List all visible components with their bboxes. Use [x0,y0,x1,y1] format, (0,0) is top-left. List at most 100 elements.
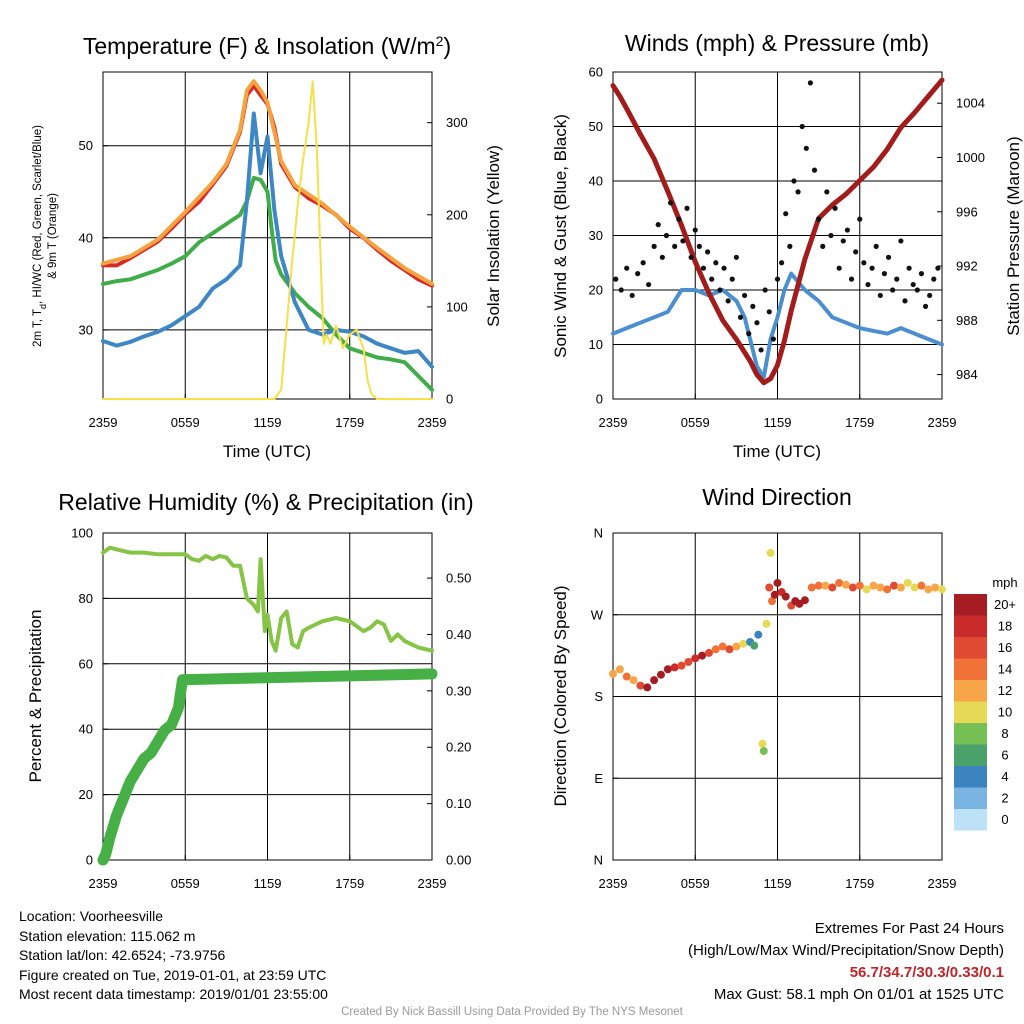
y-tick-label: 20 [79,787,93,802]
gust-point [680,238,686,244]
y-right-tick-label: 0.20 [446,740,471,755]
y-tick-label: 30 [79,322,93,337]
gust-point [651,243,657,249]
solar-insolation-series [102,80,433,400]
direction-point [931,583,940,592]
gust-point [700,265,707,271]
gust-point [659,254,665,260]
temperature-title: Temperature (F) & Insolation (W/m2) [83,33,451,59]
gust-point [725,298,731,304]
direction-point [828,583,837,592]
y-tick-label: 0 [86,853,93,868]
y-tick-label: 10 [589,337,603,352]
colorbar-swatch [954,701,987,723]
y-tick-label: S [594,689,603,704]
station-info: Location: Voorheesville Station elevatio… [19,907,328,1005]
gust-point [733,254,739,260]
temperature-panel: Temperature (F) & Insolation (W/m2) 2359… [32,33,503,461]
gust-point [663,232,670,239]
y-right-tick-label: 0.50 [446,571,471,586]
gust-point [655,222,661,228]
gust-point [799,123,805,130]
max-gust: Max Gust: 58.1 mph On 01/01 at 1525 UTC [713,986,1004,1003]
credit-line: Created By Nick Bassill Using Data Provi… [341,1006,683,1018]
colorbar-swatch [954,615,987,637]
y-tick-label: 100 [71,526,93,541]
gust-point [832,205,838,211]
y-right-tick-label: 0.00 [446,853,471,868]
gust-point [865,281,871,288]
sonic-wind-series [611,271,944,380]
extremes-subtitle: (High/Low/Max Wind/Precipitation/Snow De… [688,942,1004,959]
gust-point [758,347,764,353]
direction-point [754,630,763,639]
gust-point [717,287,723,293]
x-tick-label: 2359 [89,876,118,891]
gust-point [820,243,826,249]
y-right-tick-label: 300 [446,115,468,130]
gust-point [795,189,801,195]
direction-point [718,642,727,651]
direction-point [883,585,892,594]
gust-point [881,271,888,277]
x-tick-label: 1159 [254,415,282,430]
y-right-tick-label: 1004 [956,96,985,111]
y-right-tick-label: 0.40 [446,627,471,642]
direction-point [636,681,645,690]
gust-point [704,249,711,255]
gust-point [640,260,646,266]
direction-point [770,590,779,599]
x-tick-label: 1759 [845,876,874,891]
gust-point [750,303,756,309]
gust-point [824,189,830,195]
humidity-ylabel-left: Percent & Precipitation [26,610,45,783]
recent-timestamp: Most recent data timestamp: 2019/01/01 2… [19,986,328,1003]
direction-point [773,578,782,587]
speed-colorbar: 20+ 18 16 14 12 10 8 6 4 2 0 [954,594,1016,831]
gust-point [922,303,929,309]
gust-point [709,276,715,282]
y-right-tick-label: 984 [956,367,978,382]
y-tick-label: E [594,771,603,786]
gust-point [676,216,682,222]
gust-point [906,265,912,271]
colorbar-label: 8 [1001,726,1008,741]
hi-wc-series [101,111,434,369]
x-tick-label: 2359 [418,876,447,891]
gust-point [885,254,892,260]
colorbar-label: 12 [998,683,1012,698]
gust-point [927,292,933,299]
direction-point [781,592,790,601]
temperature-ylabel-right: Solar Insolation (Yellow) [484,145,503,327]
x-tick-label: 2359 [89,415,118,430]
colorbar-swatch [954,766,987,788]
direction-point [848,583,857,592]
y-tick-label: 60 [79,656,93,671]
y-right-tick-label: 0 [446,392,453,407]
colorbar-label: 4 [1001,769,1008,784]
x-tick-label: 1759 [335,876,364,891]
gust-point [754,320,760,326]
colorbar-label: 18 [998,619,1012,634]
gust-point [729,276,735,282]
x-tick-label: 1759 [845,415,874,430]
extremes-box: Extremes For Past 24 Hours (High/Low/Max… [688,918,1004,1006]
gust-point [828,232,834,239]
direction-point [759,747,768,755]
gust-point [807,80,814,86]
y-tick-label: 20 [589,283,603,298]
y-right-tick-label: 100 [446,299,468,314]
direction-point [656,670,665,679]
figure-created: Figure created on Tue, 2019-01-01, at 23… [19,966,327,983]
gust-point [877,292,883,299]
y-tick-label: 40 [589,174,603,189]
direction-point [609,669,617,678]
gust-point [848,276,855,282]
direction-point [807,583,816,592]
direction-point [691,654,700,663]
direction-point [890,581,899,590]
x-tick-label: 1159 [764,876,792,891]
x-tick-label: 2359 [928,876,957,891]
y-right-tick-label: 992 [956,259,978,274]
